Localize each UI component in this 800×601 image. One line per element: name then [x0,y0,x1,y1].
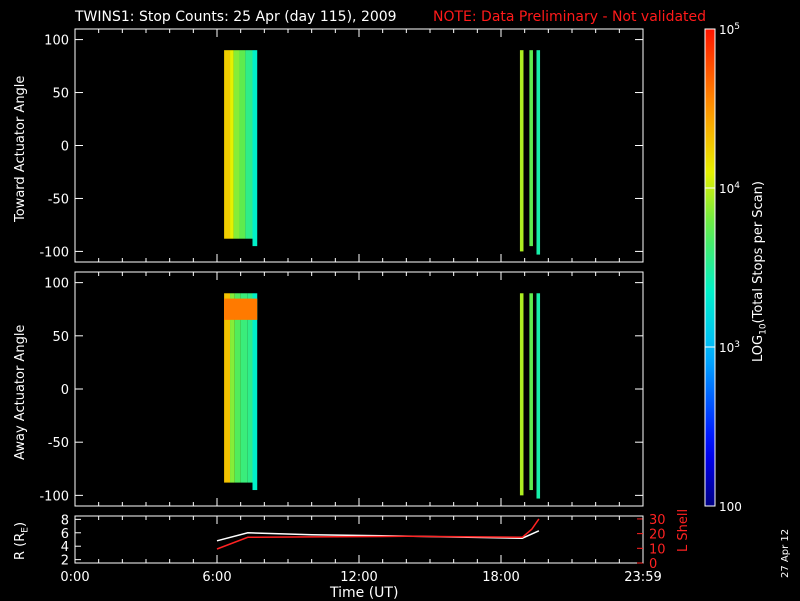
away-block-2 [234,293,241,483]
colorbar-label-sub: 10 [758,323,769,335]
lshell-tick-label-0: 30 [649,513,666,528]
toward-ytick-label-3: -50 [48,192,69,207]
y-axis-label-radius: R (RE) [13,522,31,560]
radius-label-text: R (R [13,532,28,560]
toward-block-2 [233,50,240,239]
toward-block-5 [252,50,258,247]
away-block-8 [529,293,533,491]
radius-label-sub: E [20,527,31,533]
time-tick-label-4: 23:59 [624,570,661,585]
toward-block-1 [230,50,234,239]
toward-ytick-label-1: 50 [52,87,69,102]
lshell-tick-label-2: 10 [649,542,666,557]
time-tick-label-1: 6:00 [202,570,231,585]
away-angle-panel: 100 50 0 -50 -100 [39,271,644,507]
toward-block-0 [224,50,231,239]
toward-block-3 [239,50,246,239]
toward-block-6 [519,50,524,252]
lshell-line [216,518,540,550]
away-block-5 [252,293,258,491]
toward-ytick-label-2: 0 [61,140,69,155]
radius-tick-label-2: 4 [61,540,69,555]
away-ytick-label-3: -50 [48,436,69,451]
radius-line [216,530,540,542]
y-axis-label-toward: Toward Actuator Angle [13,75,28,222]
lshell-tick-label-1: 20 [649,528,666,543]
colorbar-label-post: (Total Stops per Scan) [751,181,766,324]
preliminary-note: NOTE: Data Preliminary - Not validated [433,9,707,25]
date-stamp: 27 Apr 12 [780,528,791,578]
colorbar-tick-label-3: 100 [719,500,742,514]
y-axis-label-away: Away Actuator Angle [13,324,28,460]
away-block-9 [536,293,541,499]
away-block-0 [224,293,231,483]
colorbar-label-pre: LOG [751,334,766,362]
away-block-4 [247,293,253,483]
radius-tick-label-3: 2 [61,554,69,569]
away-ytick-label-0: 100 [44,277,69,292]
colorbar: 105 104 103 100 [704,22,742,514]
toward-ytick-label-4: -100 [39,245,69,260]
away-ytick-label-4: -100 [39,489,69,504]
colorbar-tick-label-1: 104 [719,181,740,196]
lshell-tick-label-3: 0 [649,557,657,572]
time-tick-label-3: 18:00 [482,570,519,585]
away-ytick-label-1: 50 [52,330,69,345]
toward-block-7 [529,50,533,247]
colorbar-scale [704,28,716,507]
toward-block-4 [245,50,253,239]
toward-angle-panel: 100 50 0 -50 -100 [39,28,644,263]
radius-tick-label-0: 8 [61,513,69,528]
away-block-6 [224,298,258,320]
chart-title: TWINS1: Stop Counts: 25 Apr (day 115), 2… [75,9,397,25]
away-block-7 [519,293,524,496]
radius-tick-label-1: 6 [61,527,69,542]
toward-block-8 [536,50,541,255]
colorbar-tick-label-2: 103 [719,340,740,355]
toward-ytick-label-0: 100 [44,34,69,49]
y-axis-label-lshell: L Shell [676,508,691,552]
away-block-1 [230,293,235,483]
radius-label-close: ) [13,521,28,528]
colorbar-label: LOG10(Total Stops per Scan) [751,181,769,362]
time-tick-label-0: 0:00 [60,570,89,585]
colorbar-tick-label-0: 105 [719,22,740,37]
away-block-3 [240,293,248,483]
x-axis-label: Time (UT) [330,585,399,601]
away-ytick-label-2: 0 [61,383,69,398]
time-tick-label-2: 12:00 [340,570,377,585]
